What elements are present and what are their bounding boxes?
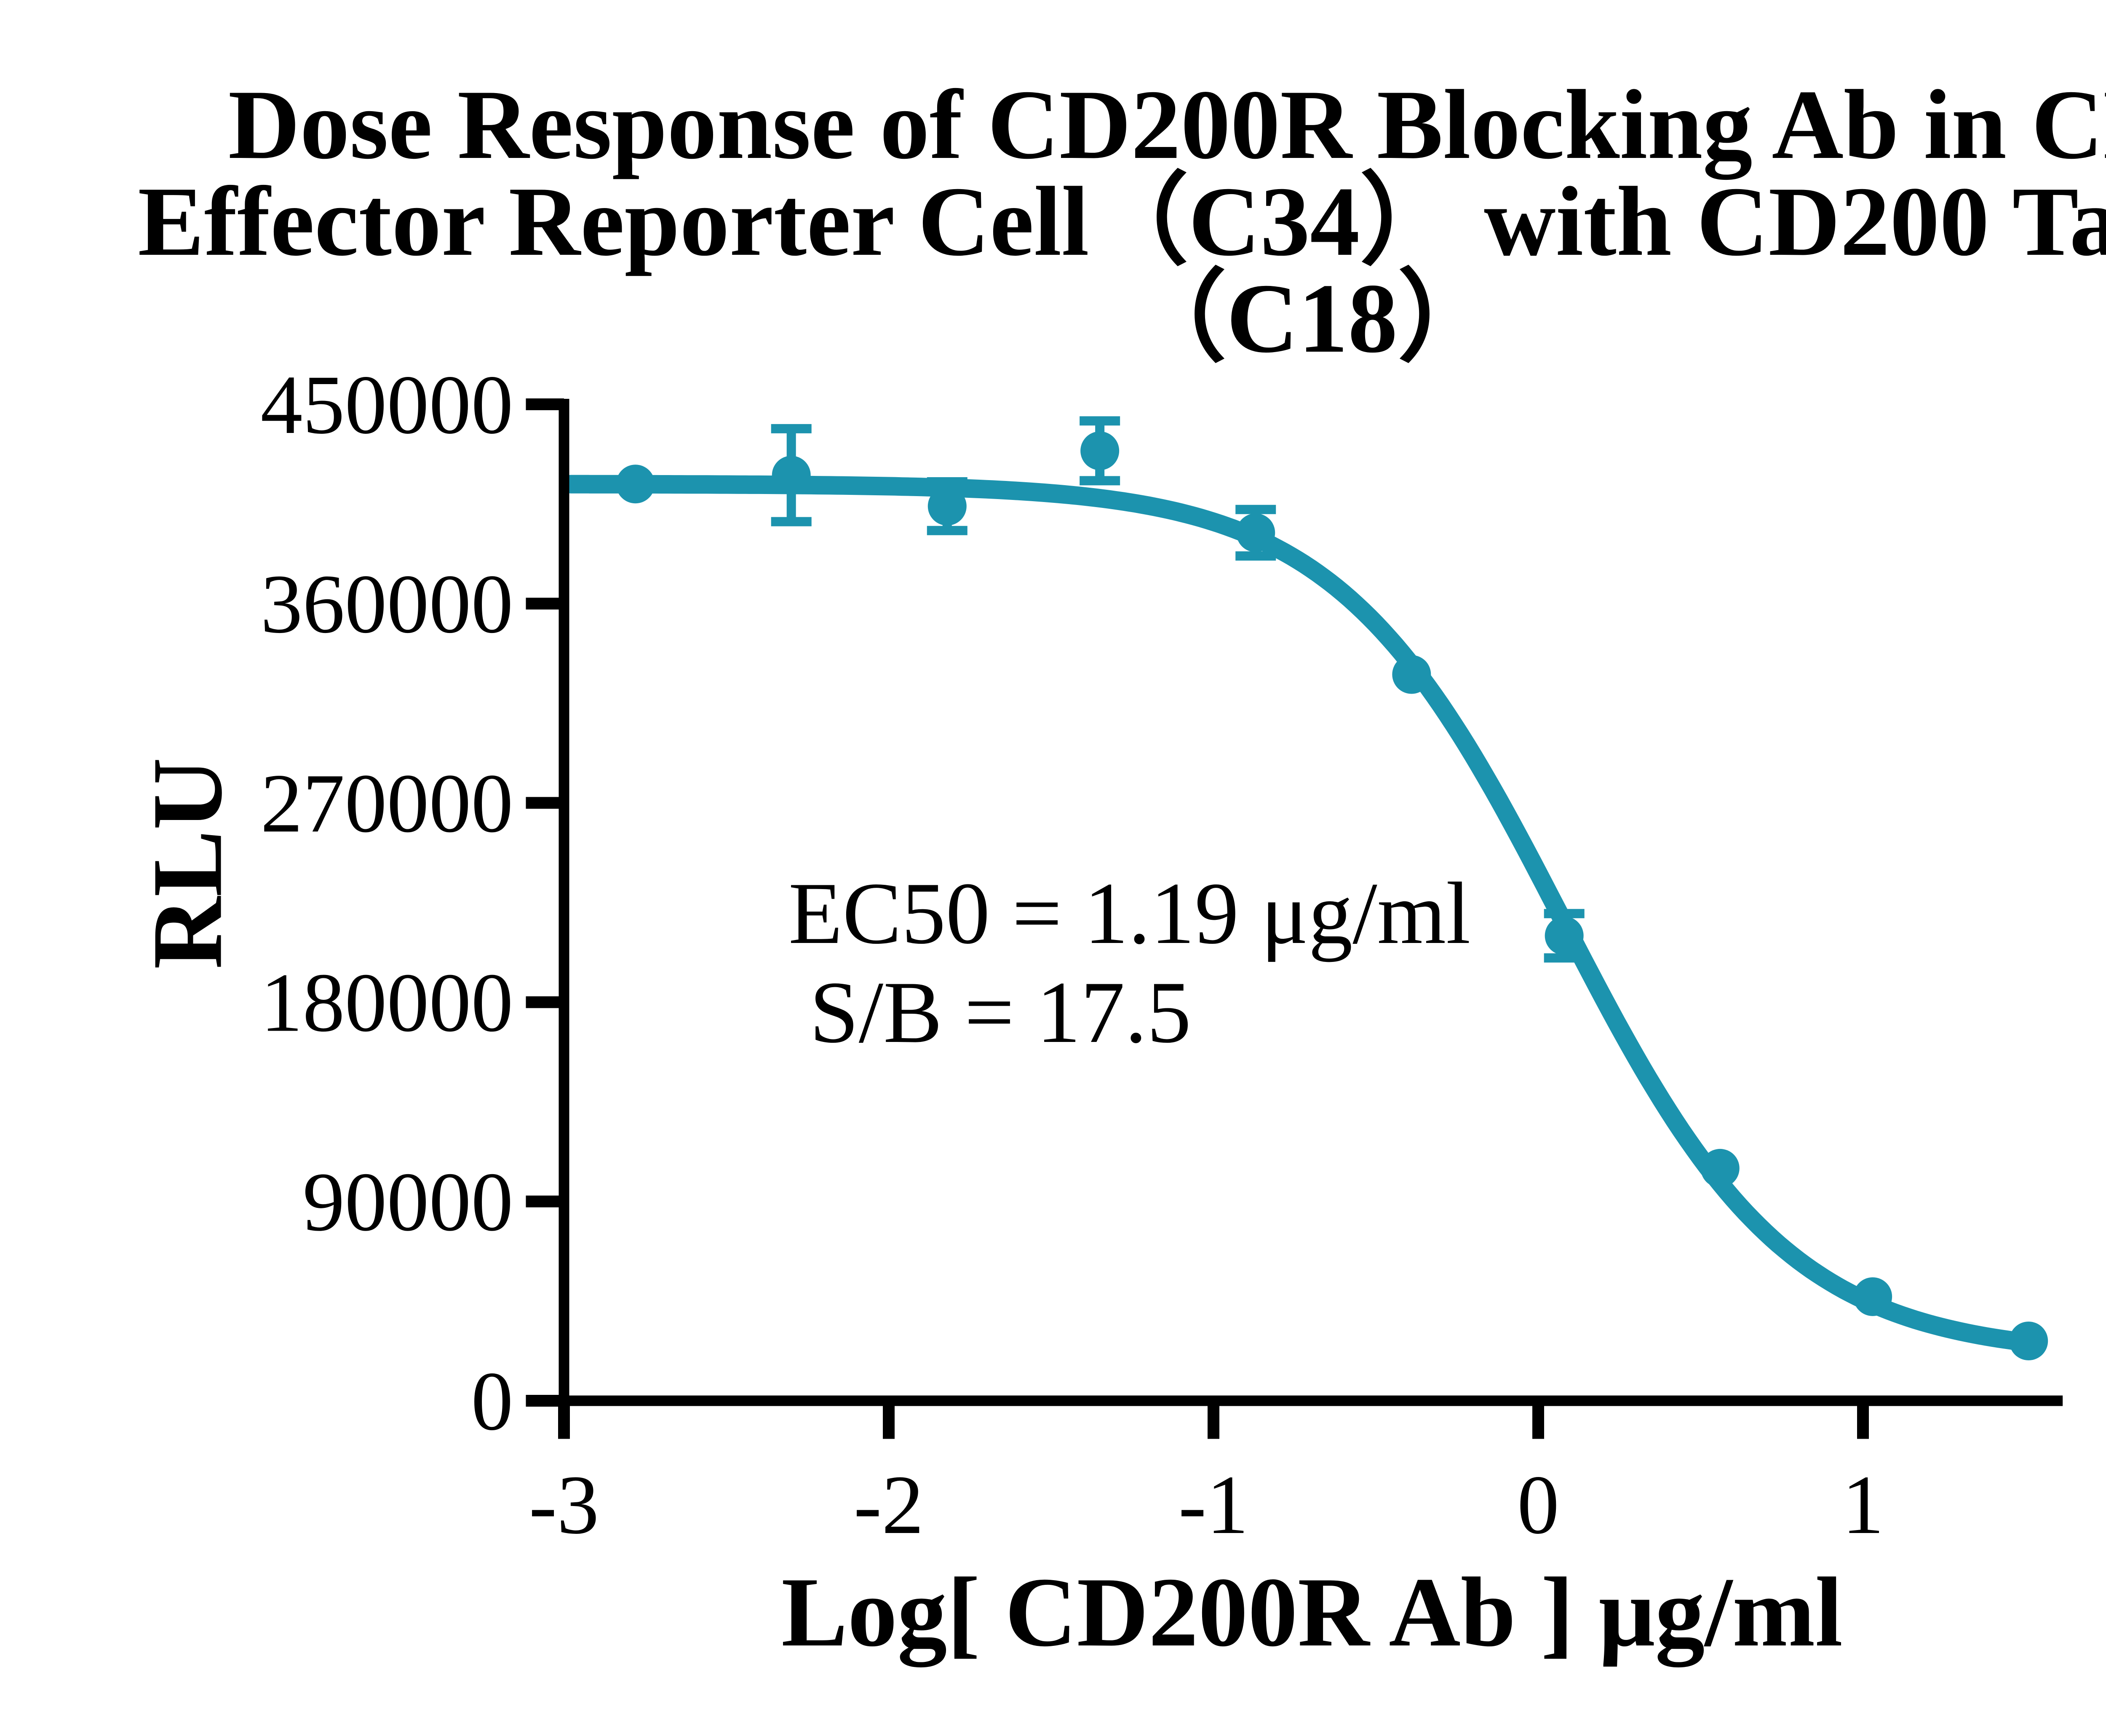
- y-axis-title: RLU: [132, 757, 243, 969]
- sb-annotation: S/B = 17.5: [810, 964, 1192, 1061]
- chart-title: Dose Response of CD200R Blocking Ab in C…: [0, 70, 2106, 374]
- axis-ticks: [526, 398, 1869, 1439]
- y-tick-label: 450000: [261, 358, 513, 451]
- data-points: [616, 431, 2048, 1361]
- y-tick-label: 360000: [261, 558, 513, 651]
- data-point-marker: [1392, 655, 1431, 694]
- y-tick-label: 180000: [261, 956, 513, 1050]
- chart-title-line2: Effector Reporter Cell（C34） with CD200 T…: [138, 167, 2106, 374]
- fit-curve: [561, 475, 2035, 1352]
- x-tick-label: -3: [529, 1458, 599, 1552]
- x-tick-label: -1: [1179, 1458, 1249, 1552]
- data-point-marker: [1236, 513, 1275, 552]
- axis-tick-labels: 0 90000 180000 270000 360000 450000 -3 -2 -1 0 1: [261, 358, 1884, 1552]
- y-tick-label: 90000: [303, 1156, 513, 1249]
- fit-annotation: EC50 = 1.19 μg/ml S/B = 17.5: [788, 864, 1470, 1062]
- x-tick-label: 1: [1842, 1458, 1884, 1552]
- chart-title-line1: Dose Response of CD200R Blocking Ab in C…: [228, 70, 2106, 180]
- y-tick-label: 0: [471, 1355, 513, 1448]
- data-point-marker: [1545, 916, 1584, 955]
- y-tick-label: 270000: [261, 757, 513, 850]
- x-tick-label: 0: [1517, 1458, 1559, 1552]
- data-point-marker: [1853, 1277, 1892, 1316]
- data-point-marker: [1700, 1148, 1740, 1188]
- ec50-annotation: EC50 = 1.19 μg/ml: [788, 865, 1471, 962]
- data-point-marker: [616, 465, 655, 504]
- data-point-marker: [1080, 431, 1120, 470]
- data-point-marker: [927, 486, 967, 526]
- data-point-marker: [2009, 1322, 2048, 1361]
- data-point-marker: [772, 456, 811, 495]
- x-tick-label: -2: [854, 1458, 924, 1552]
- x-axis-title: Log[ CD200R Ab ] μg/ml: [781, 1557, 1843, 1667]
